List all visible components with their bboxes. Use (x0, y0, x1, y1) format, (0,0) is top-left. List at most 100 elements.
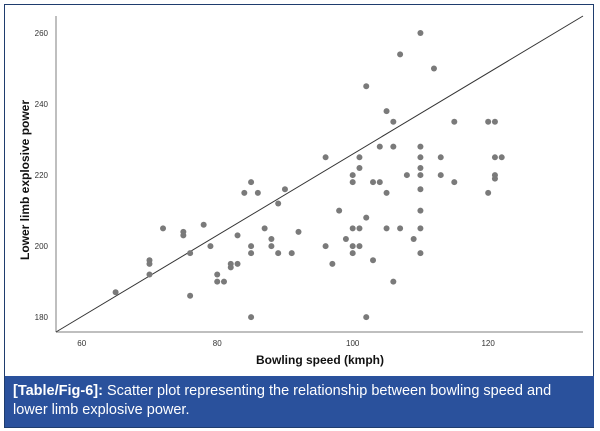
data-point (363, 314, 370, 321)
data-point (275, 250, 282, 257)
data-point (430, 65, 437, 72)
data-point (437, 172, 444, 179)
data-point (349, 225, 356, 232)
data-point (370, 257, 377, 264)
data-point (200, 221, 207, 228)
data-point (349, 243, 356, 250)
data-point (160, 225, 167, 232)
caption-label: [Table/Fig-6]: (13, 383, 103, 399)
data-point (261, 225, 268, 232)
data-point (498, 154, 505, 161)
data-point (491, 175, 498, 182)
data-point (349, 172, 356, 179)
fit-line (55, 15, 584, 333)
figure-frame (4, 4, 594, 428)
x-axis-label: Bowling speed (kmph) (256, 353, 384, 367)
data-point (417, 225, 424, 232)
data-point (417, 186, 424, 193)
data-point (356, 164, 363, 171)
data-point (491, 118, 498, 125)
x-tick-label: 80 (213, 339, 222, 348)
data-point (390, 118, 397, 125)
data-point (268, 243, 275, 250)
data-point (187, 292, 194, 299)
data-point (417, 172, 424, 179)
y-tick-label: 180 (35, 313, 49, 322)
data-point (417, 164, 424, 171)
data-point (383, 108, 390, 115)
data-point (397, 225, 404, 232)
x-tick-label: 60 (77, 339, 86, 348)
y-tick-label: 220 (35, 171, 49, 180)
data-point (485, 118, 492, 125)
data-point (363, 83, 370, 90)
y-tick-label: 240 (35, 100, 49, 109)
data-point (349, 250, 356, 257)
data-point (410, 235, 417, 242)
data-point (336, 207, 343, 214)
data-point (356, 225, 363, 232)
y-tick-label: 200 (35, 242, 49, 251)
caption-text: Scatter plot representing the relationsh… (13, 383, 552, 418)
data-point (322, 243, 329, 250)
data-point (322, 154, 329, 161)
data-point (288, 250, 295, 257)
y-tick-label: 260 (35, 29, 49, 38)
data-point (248, 179, 255, 186)
data-point (214, 271, 221, 278)
data-point (417, 207, 424, 214)
data-point (146, 271, 153, 278)
data-point (376, 143, 383, 150)
y-axis-label: Lower limb explosive power (18, 100, 32, 260)
points-group (112, 30, 505, 321)
axes (55, 16, 583, 333)
data-point (214, 278, 221, 285)
data-point (187, 250, 194, 257)
data-point (275, 200, 282, 207)
data-point (329, 260, 336, 267)
data-point (417, 250, 424, 257)
data-point (383, 225, 390, 232)
data-point (485, 189, 492, 196)
data-point (397, 51, 404, 58)
data-point (227, 264, 234, 271)
x-tick-label: 120 (481, 339, 495, 348)
data-point (241, 189, 248, 196)
data-point (248, 243, 255, 250)
data-point (146, 260, 153, 267)
data-point (180, 232, 187, 239)
data-point (370, 179, 377, 186)
data-point (417, 154, 424, 161)
figure-caption: [Table/Fig-6]: Scatter plot representing… (5, 376, 594, 427)
data-point (491, 154, 498, 161)
data-point (220, 278, 227, 285)
data-point (268, 235, 275, 242)
data-point (234, 260, 241, 267)
data-point (349, 179, 356, 186)
data-point (417, 30, 424, 37)
data-point (234, 232, 241, 239)
data-point (295, 228, 302, 235)
data-point (112, 289, 119, 296)
ticks: 60 80 100 120 180 200 220 240 260 (35, 29, 496, 348)
data-point (383, 189, 390, 196)
data-point (451, 118, 458, 125)
data-point (248, 314, 255, 321)
data-point (248, 250, 255, 257)
x-tick-label: 100 (346, 339, 360, 348)
data-point (451, 179, 458, 186)
fit-line-group (55, 15, 584, 333)
data-point (356, 154, 363, 161)
data-point (254, 189, 261, 196)
data-point (417, 143, 424, 150)
scatter-plot: 60 80 100 120 180 200 220 240 260 Lower limb exp… (18, 15, 584, 367)
data-point (390, 143, 397, 150)
data-point (356, 243, 363, 250)
data-point (281, 186, 288, 193)
data-point (437, 154, 444, 161)
data-point (207, 243, 214, 250)
data-point (342, 235, 349, 242)
data-point (376, 179, 383, 186)
data-point (363, 214, 370, 221)
data-point (403, 172, 410, 179)
